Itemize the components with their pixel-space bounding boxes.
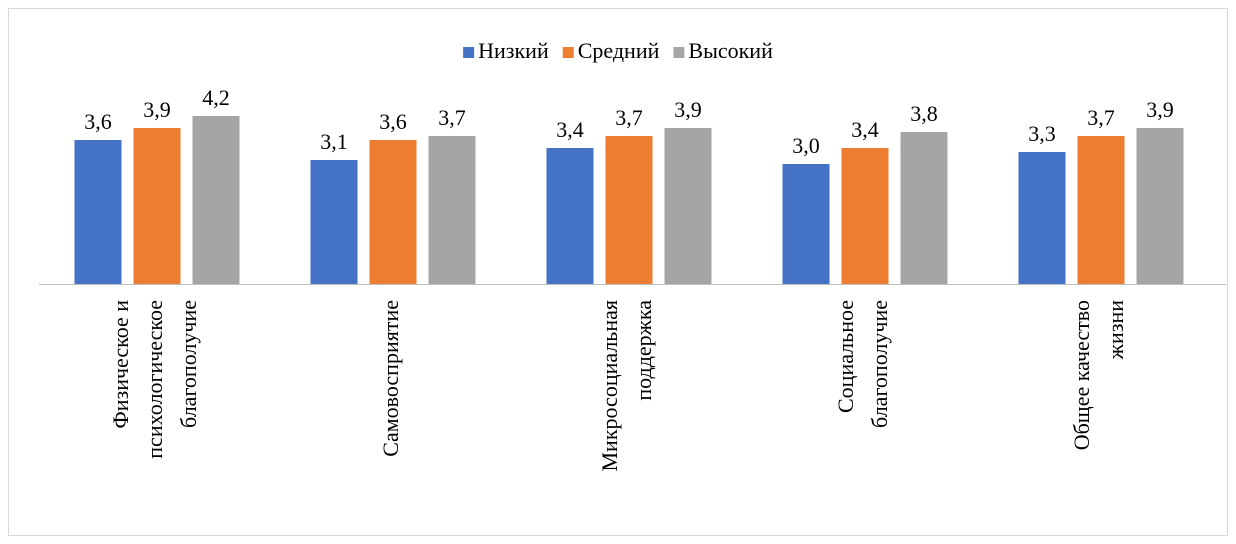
bar	[133, 128, 181, 284]
bar	[664, 128, 712, 284]
bar	[605, 136, 653, 284]
x-tick-label: жизни	[1103, 300, 1128, 360]
bar	[369, 140, 417, 284]
data-label: 3,6	[379, 109, 407, 134]
bar	[900, 132, 948, 284]
x-tick-label: поддержка	[631, 300, 656, 401]
data-label: 3,4	[556, 117, 584, 142]
data-label: 3,4	[851, 117, 879, 142]
data-label: 3,1	[320, 129, 348, 154]
x-tick-label: Физическое и	[108, 300, 133, 429]
bar	[782, 164, 830, 284]
bar	[1018, 152, 1066, 284]
legend-label: Низкий	[478, 38, 549, 63]
legend-label: Высокий	[688, 38, 773, 63]
legend-swatch	[673, 47, 685, 58]
bar	[841, 148, 889, 284]
data-label: 3,7	[1087, 105, 1115, 130]
x-tick-label: Общее качество	[1069, 300, 1094, 450]
x-tick-label: Социальное	[833, 300, 858, 413]
x-tick-label: благополучие	[867, 300, 892, 428]
legend-swatch	[562, 47, 574, 58]
bar	[74, 140, 122, 284]
data-label: 3,9	[143, 97, 171, 122]
bar	[192, 116, 240, 284]
bar	[546, 148, 594, 284]
data-label: 3,7	[615, 105, 643, 130]
legend-swatch	[463, 47, 475, 58]
bar	[428, 136, 476, 284]
data-label: 3,9	[1146, 97, 1174, 122]
data-label: 3,0	[792, 133, 820, 158]
bar	[1136, 128, 1184, 284]
data-label: 3,7	[438, 105, 466, 130]
legend-label: Средний	[578, 38, 660, 63]
data-label: 3,3	[1028, 121, 1056, 146]
data-label: 3,9	[674, 97, 702, 122]
data-label: 3,8	[910, 101, 938, 126]
x-tick-label: психологическое	[142, 300, 167, 459]
data-label: 4,2	[202, 85, 230, 110]
x-tick-label: Самовосприятие	[378, 300, 403, 457]
bar	[310, 160, 358, 284]
x-tick-label: Микросоциальная	[597, 300, 622, 472]
bar	[1077, 136, 1125, 284]
data-label: 3,6	[84, 109, 112, 134]
x-tick-label: благополучие	[176, 300, 201, 428]
